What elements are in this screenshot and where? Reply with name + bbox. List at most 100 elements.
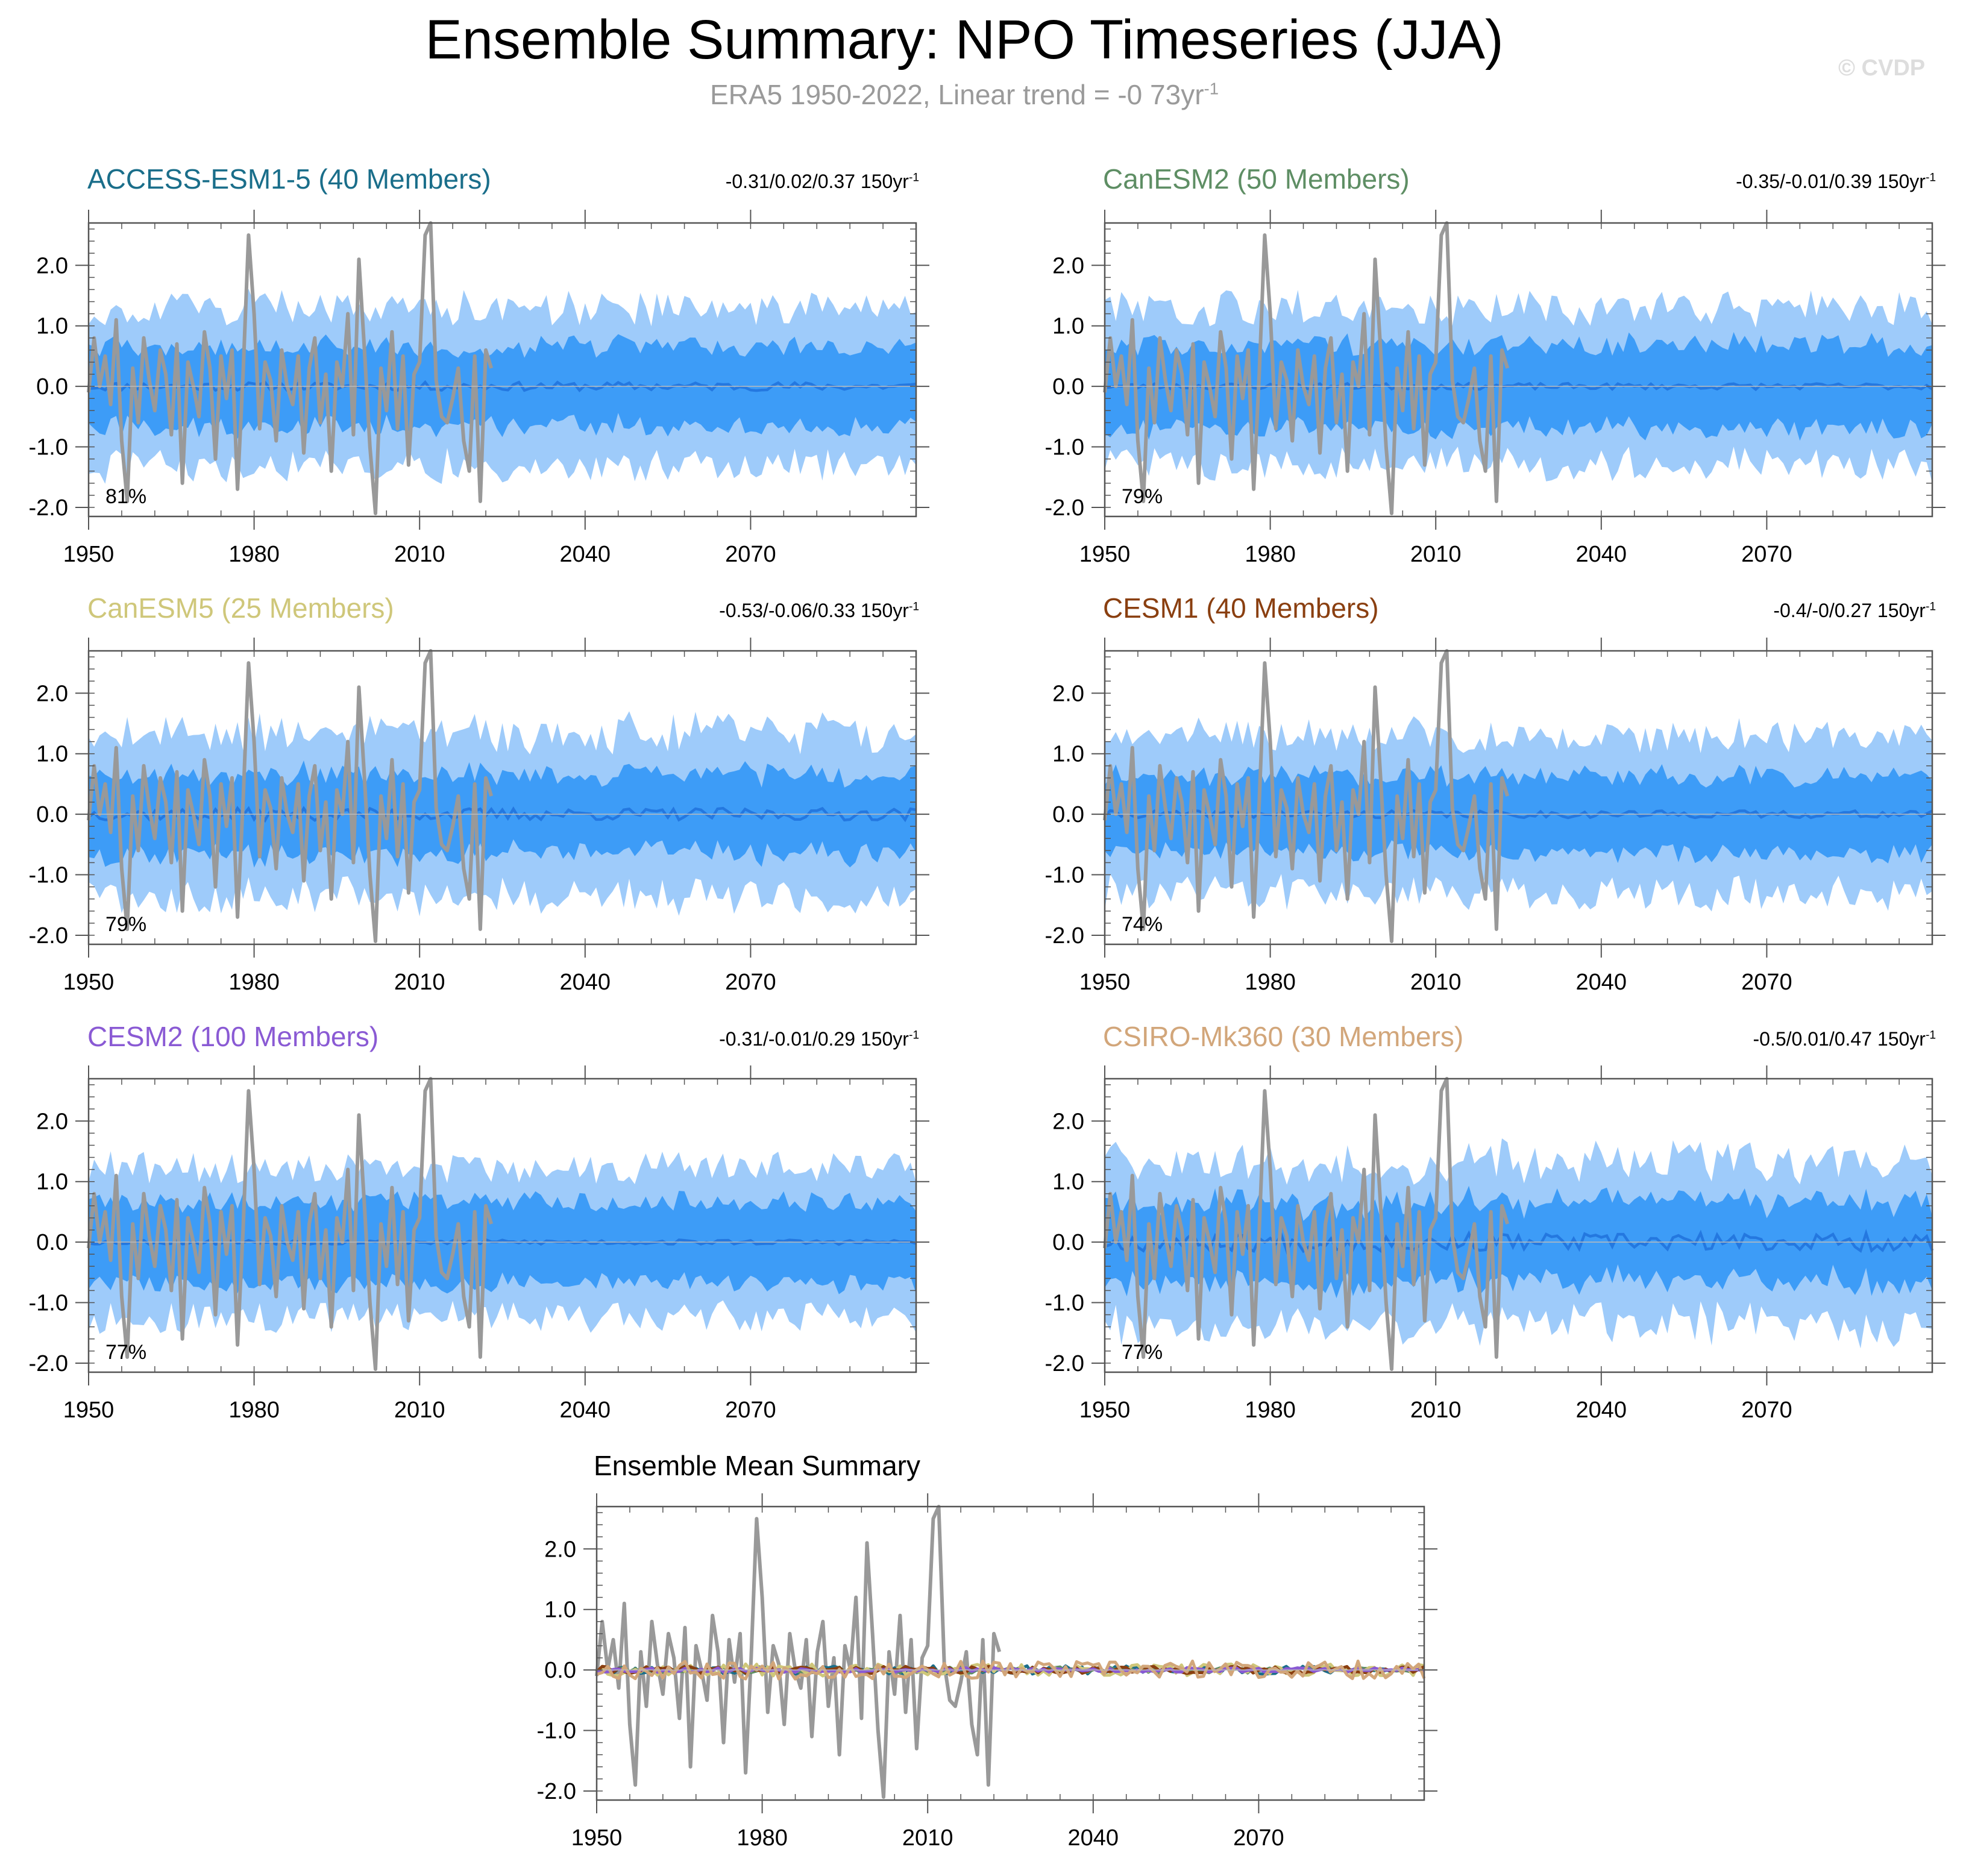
summary-y-tick-label: 1.0 bbox=[544, 1598, 576, 1623]
summary-frame bbox=[595, 1505, 1425, 1801]
panel-6-x-tick-label: 2070 bbox=[1741, 1398, 1792, 1423]
observed-era5-line bbox=[87, 1077, 494, 1371]
panel-5-y-tick-label: -1.0 bbox=[29, 1291, 68, 1316]
panel-3-axes: -2.0 -1.0 0.0 1.0 2.0 1950 1980 2010 2040 2070 bbox=[29, 638, 929, 995]
observed-era5-line bbox=[1103, 221, 1510, 515]
panel-4-x-tick-label: 2070 bbox=[1741, 970, 1792, 995]
panel-trend-text: -0.35/-0.01/0.39 150yr bbox=[1736, 171, 1926, 192]
panel-1-y-tick-label: 2.0 bbox=[36, 253, 68, 278]
observed-era5-line bbox=[87, 221, 494, 515]
summary-x-tick-label: 1980 bbox=[737, 1825, 788, 1851]
panel-5-y-tick-label: 1.0 bbox=[36, 1170, 68, 1195]
panel-title: ACCESS-ESM1-5 (40 Members) bbox=[87, 163, 491, 195]
panel-trend-superscript: -1 bbox=[908, 600, 919, 613]
panel-2-x-tick-label: 2070 bbox=[1741, 542, 1792, 567]
summary-x-tick-label: 2010 bbox=[902, 1825, 953, 1851]
panel-trend-label: -0.4/-0/0.27 150yr-1 bbox=[1773, 600, 1936, 622]
panel-3-y-tick-label: 0.0 bbox=[36, 802, 68, 827]
panel-2-axes: -2.0 -1.0 0.0 1.0 2.0 1950 1980 2010 2040 2070 bbox=[1045, 210, 1946, 567]
summary-x-tick-label: 1950 bbox=[571, 1825, 623, 1851]
summary-observed-line bbox=[595, 1505, 1002, 1799]
panel-1-y-tick-label: -1.0 bbox=[29, 435, 68, 460]
panel-2-x-tick-label: 1950 bbox=[1079, 542, 1131, 567]
page-title: Ensemble Summary: NPO Timeseries (JJA) bbox=[425, 9, 1504, 71]
observed-era5-line bbox=[87, 649, 494, 943]
summary-x-tick-label: 2070 bbox=[1233, 1825, 1284, 1851]
panel-3-x-tick-label: 2010 bbox=[394, 970, 445, 995]
panel-4: 74% bbox=[1103, 649, 1933, 943]
panel-5-axes: -2.0 -1.0 0.0 1.0 2.0 1950 1980 2010 2040 2070 bbox=[29, 1065, 929, 1423]
panel-1: 81% bbox=[87, 221, 917, 515]
panel-1-x-tick-label: 2070 bbox=[725, 542, 776, 567]
panel-6-x-tick-label: 2010 bbox=[1410, 1398, 1462, 1423]
panel-2-y-tick-label: 2.0 bbox=[1052, 253, 1084, 278]
summary-y-tick-label: -1.0 bbox=[537, 1719, 576, 1744]
panel-6-y-tick-label: 0.0 bbox=[1052, 1230, 1084, 1255]
panel-3-x-tick-label: 2040 bbox=[560, 970, 611, 995]
panel-3-x-tick-label: 2070 bbox=[725, 970, 776, 995]
panel-3-y-tick-label: 2.0 bbox=[36, 681, 68, 706]
panel-2-y-tick-label: -1.0 bbox=[1045, 435, 1084, 460]
panel-trend-superscript: -1 bbox=[1925, 600, 1936, 613]
panel-3-y-tick-label: 1.0 bbox=[36, 742, 68, 767]
percent-label: 79% bbox=[105, 913, 146, 936]
panel-title: CESM2 (100 Members) bbox=[87, 1021, 379, 1052]
panel-4-y-tick-label: -1.0 bbox=[1045, 863, 1084, 888]
panel-5-x-tick-label: 1980 bbox=[228, 1398, 280, 1423]
ensemble-mean-line bbox=[1104, 1228, 1934, 1255]
page-subtitle: ERA5 1950-2022, Linear trend = -0 73yr-1 bbox=[0, 78, 1929, 111]
panel-6-y-tick-label: -1.0 bbox=[1045, 1291, 1084, 1316]
panel-title: CESM1 (40 Members) bbox=[1103, 592, 1379, 624]
panel-5-x-tick-label: 2070 bbox=[725, 1398, 776, 1423]
panel-5-x-tick-label: 1950 bbox=[63, 1398, 115, 1423]
panel-5-x-tick-label: 2010 bbox=[394, 1398, 445, 1423]
panel-2: 79% bbox=[1103, 221, 1933, 515]
panel-4-y-tick-label: 1.0 bbox=[1052, 742, 1084, 767]
panel-6-y-tick-label: -2.0 bbox=[1045, 1351, 1084, 1376]
summary-y-tick-label: 0.0 bbox=[544, 1658, 576, 1683]
panel-title: CanESM2 (50 Members) bbox=[1103, 163, 1410, 195]
panel-2-x-tick-label: 1980 bbox=[1245, 542, 1296, 567]
summary-panel bbox=[595, 1505, 1426, 1799]
panel-3: 79% bbox=[87, 649, 917, 943]
percent-label: 77% bbox=[105, 1341, 146, 1364]
panel-trend-superscript: -1 bbox=[1925, 171, 1936, 184]
panel-4-x-tick-label: 2010 bbox=[1410, 970, 1462, 995]
panel-title: CanESM5 (25 Members) bbox=[87, 592, 394, 624]
panel-1-y-tick-label: 1.0 bbox=[36, 314, 68, 339]
panel-1-y-tick-label: -2.0 bbox=[29, 495, 68, 521]
summary-x-tick-label: 2040 bbox=[1068, 1825, 1119, 1851]
panel-2-frame bbox=[1104, 222, 1933, 518]
percent-label: 81% bbox=[105, 485, 146, 508]
panel-4-y-tick-label: 2.0 bbox=[1052, 681, 1084, 706]
panel-2-y-tick-label: 1.0 bbox=[1052, 314, 1084, 339]
panel-4-y-tick-label: 0.0 bbox=[1052, 802, 1084, 827]
panel-2-x-tick-label: 2010 bbox=[1410, 542, 1462, 567]
summary-mean-line-6 bbox=[596, 1659, 1426, 1681]
panel-6-x-tick-label: 1950 bbox=[1079, 1398, 1131, 1423]
panel-trend-label: -0.31/0.02/0.37 150yr-1 bbox=[726, 171, 919, 193]
panel-6-y-tick-label: 1.0 bbox=[1052, 1170, 1084, 1195]
panel-trend-text: -0.5/0.01/0.47 150yr bbox=[1753, 1028, 1926, 1050]
panel-5-frame bbox=[87, 1078, 917, 1373]
panel-2-y-tick-label: 0.0 bbox=[1052, 374, 1084, 400]
panel-5-x-tick-label: 2040 bbox=[560, 1398, 611, 1423]
panel-6: 77% bbox=[1103, 1077, 1934, 1371]
panel-2-y-tick-label: -2.0 bbox=[1045, 495, 1084, 521]
panel-1-x-tick-label: 1980 bbox=[228, 542, 280, 567]
percent-label: 74% bbox=[1122, 913, 1163, 936]
panel-title: CSIRO-Mk360 (30 Members) bbox=[1103, 1021, 1464, 1052]
panel-2-x-tick-label: 2040 bbox=[1576, 542, 1627, 567]
panel-trend-superscript: -1 bbox=[908, 171, 919, 184]
panel-1-y-tick-label: 0.0 bbox=[36, 374, 68, 400]
panel-1-x-tick-label: 1950 bbox=[63, 542, 115, 567]
panel-trend-text: -0.31/-0.01/0.29 150yr bbox=[719, 1028, 909, 1050]
panel-trend-text: -0.31/0.02/0.37 150yr bbox=[725, 171, 909, 192]
panel-trend-label: -0.35/-0.01/0.39 150yr-1 bbox=[1736, 171, 1936, 193]
summary-title: Ensemble Mean Summary bbox=[594, 1450, 920, 1481]
panel-5-y-tick-label: -2.0 bbox=[29, 1351, 68, 1376]
inner-spread-band bbox=[1105, 764, 1932, 864]
panel-4-y-tick-label: -2.0 bbox=[1045, 923, 1084, 949]
panel-trend-text: -0.4/-0/0.27 150yr bbox=[1773, 600, 1926, 621]
